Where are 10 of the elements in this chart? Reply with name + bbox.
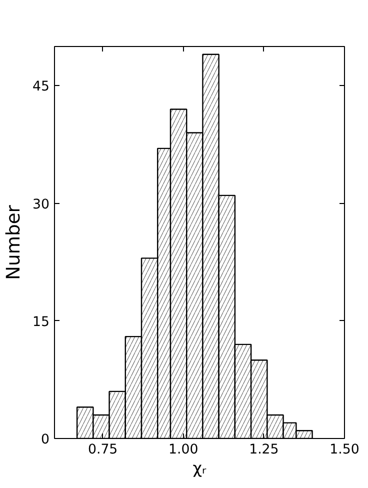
y-tick-label: 30 [32,197,50,212]
x-tick-label: 1.25 [249,442,279,458]
y-axis-title: Number [4,204,25,280]
y-tick-label: 0 [41,432,50,448]
x-axis-title: χᵣ [192,458,208,478]
y-tick-label: 45 [32,80,50,95]
x-tick-label: 0.75 [88,442,118,458]
x-tick-label: 1.50 [330,442,360,458]
y-tick-label: 15 [32,314,50,330]
x-tick-label: 1.00 [168,442,198,458]
